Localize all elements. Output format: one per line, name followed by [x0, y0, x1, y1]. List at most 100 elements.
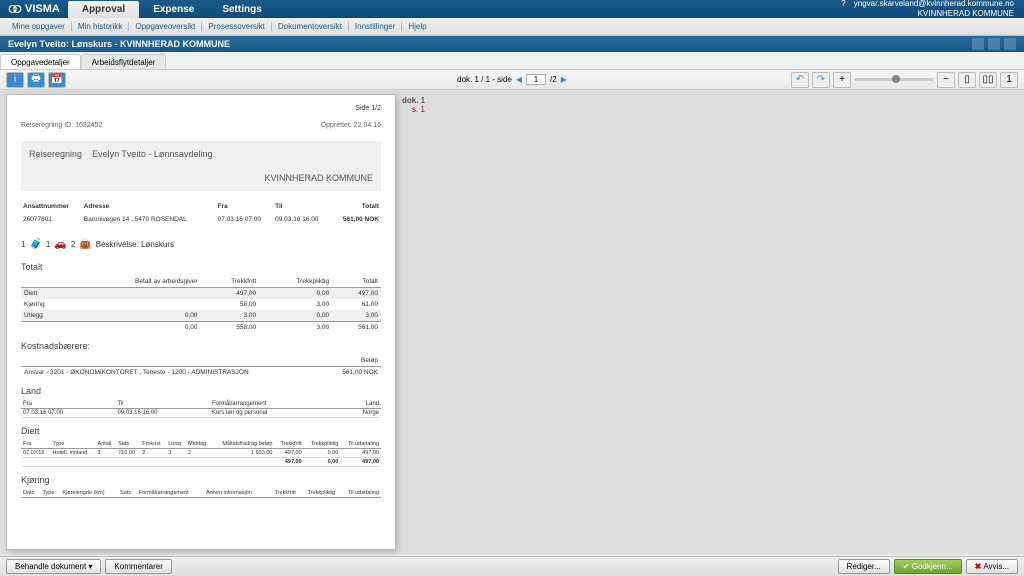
th: Trekkpliktig — [259, 276, 332, 288]
page-title: Evelyn Tveito: Lønskurs - KVINNHERAD KOM… — [8, 39, 230, 49]
avvis-label: Avvis... — [983, 562, 1009, 571]
doc-created: Opprettet: 22.04.16 — [321, 122, 381, 129]
cell: 710,00 — [116, 449, 140, 458]
rediger-button[interactable]: Rediger... — [838, 559, 890, 574]
cell: 07.03.16 07:00 — [21, 409, 115, 418]
th: Trekkpliktig — [304, 440, 341, 449]
th: Dato — [21, 489, 41, 498]
cell: 497,00 — [274, 449, 303, 458]
doc-title-left: Reiseregning — [29, 149, 82, 159]
doc-title-org: KVINNHERAD KOMMUNE — [29, 173, 373, 183]
cell: 09.03.16 16:00 — [115, 409, 209, 418]
minimize-icon[interactable] — [988, 38, 1000, 50]
cell — [71, 299, 200, 310]
cell: Kurs løn og personal — [210, 409, 337, 418]
cell: 3,00 — [201, 310, 260, 322]
zoom-out-button[interactable]: − — [937, 72, 955, 88]
cell: 0,00 — [304, 458, 341, 467]
cell: 497,00 — [340, 458, 381, 467]
document-preview: Side 1/2 Reiseregning ID: 1632452 Oppret… — [6, 94, 396, 550]
view-page-button[interactable]: 1 — [1000, 72, 1018, 88]
side-s: s. 1 — [402, 105, 1018, 114]
tab-oppgavedetaljer[interactable]: Oppgavedetaljer — [0, 54, 81, 69]
view-single-button[interactable]: ▯ — [958, 72, 976, 88]
cell: 58,00 — [201, 299, 260, 310]
view-double-button[interactable]: ▯▯ — [979, 72, 997, 88]
th: Formål/arrangement — [137, 489, 204, 498]
cell: 497,00 — [274, 458, 303, 467]
cell: 3,00 — [332, 310, 381, 322]
th: Betalt av arbeidsgiver — [71, 276, 200, 288]
pager-input[interactable] — [526, 74, 546, 85]
th: Formål/arrangement — [210, 400, 337, 409]
pager-prev[interactable]: ◀ — [516, 75, 522, 84]
th: Måltidsfradrag beløp — [212, 440, 275, 449]
land-title: Land — [21, 386, 381, 396]
behandle-button[interactable]: Behandle dokument ▾ — [6, 559, 101, 574]
cell — [71, 288, 200, 300]
addr-r3: 09.03.16 16:00 — [275, 214, 331, 225]
redo-button[interactable]: ↷ — [812, 72, 830, 88]
avvis-button[interactable]: ✖Avvis... — [966, 559, 1018, 574]
side-dok: dok. 1 — [402, 96, 1018, 105]
kost-title: Kostnadsbærere: — [21, 341, 381, 351]
car-icon: 🚗 — [54, 239, 66, 250]
help-icon[interactable]: ? — [841, 0, 845, 8]
th: Trekkpliktig — [298, 489, 337, 498]
cell: 07.03.16 — [21, 449, 50, 458]
desc-n3: 2 — [71, 240, 75, 249]
zoom-in-button[interactable]: + — [833, 72, 851, 88]
doc-title-name: Evelyn Tveito - Lønnsavdeling — [92, 149, 212, 159]
th: Fra — [21, 440, 50, 449]
kommentarer-button[interactable]: Kommentarer — [105, 559, 171, 574]
print-button[interactable]: 🖶 — [27, 72, 45, 88]
subnav-mine-oppgaver[interactable]: Mine oppgaver — [6, 22, 72, 31]
tab-settings[interactable]: Settings — [208, 1, 275, 18]
th: Middag — [186, 440, 212, 449]
cell: 561,00 — [332, 322, 381, 334]
cell: Norge — [337, 409, 381, 418]
undo-button[interactable]: ↶ — [791, 72, 809, 88]
th: Til utbetaling — [337, 489, 381, 498]
page-num: Side 1/2 — [21, 105, 381, 112]
th: Sats — [118, 489, 137, 498]
info-button[interactable]: i — [6, 72, 24, 88]
subnav-dokumentoversikt[interactable]: Dokumentoversikt — [272, 22, 349, 31]
tab-approval[interactable]: Approval — [68, 1, 139, 18]
cell: 497,00 — [332, 288, 381, 300]
th: Annen informasjon — [204, 489, 266, 498]
th: Trekkfritt — [274, 440, 303, 449]
cell: 3,00 — [259, 299, 332, 310]
cell: 0,00 — [259, 310, 332, 322]
cell: Utlegg — [21, 310, 71, 322]
th: Beløp — [326, 355, 381, 367]
subnav-prosessoversikt[interactable]: Prosessoversikt — [202, 22, 271, 31]
list-icon[interactable] — [972, 38, 984, 50]
subnav-min-historikk[interactable]: Min historikk — [72, 22, 129, 31]
tab-expense[interactable]: Expense — [139, 1, 208, 18]
th: Lunsj — [166, 440, 186, 449]
th: Land — [337, 400, 381, 409]
addr-h2: Fra — [218, 201, 274, 212]
addr-r1: Baronivegen 14 , 5470 ROSENDAL — [84, 214, 216, 225]
addr-r4: 561,00 NOK — [333, 214, 379, 225]
th: Totalt — [332, 276, 381, 288]
calendar-button[interactable]: 📅 — [48, 72, 66, 88]
user-org: KVINNHERAD KOMMUNE — [918, 9, 1014, 18]
th: Fra — [21, 400, 115, 409]
cell: 0,00 — [71, 310, 200, 322]
pager-total: /2 — [550, 75, 557, 84]
tab-arbeidsflytdetaljer[interactable]: Arbeidsflytdetaljer — [81, 54, 167, 69]
desc-n2: 1 — [46, 240, 50, 249]
subnav-hjelp[interactable]: Hjelp — [402, 22, 432, 31]
zoom-slider[interactable] — [854, 78, 934, 81]
subnav-innstillinger[interactable]: Innstillinger — [349, 22, 402, 31]
cell: 558,00 — [201, 322, 260, 334]
subnav-oppgaveoversikt[interactable]: Oppgaveoversikt — [129, 22, 202, 31]
pager-next[interactable]: ▶ — [561, 75, 567, 84]
addr-h4: Totalt — [333, 201, 379, 212]
maximize-icon[interactable] — [1004, 38, 1016, 50]
doc-id: Reiseregning ID: 1632452 — [21, 122, 102, 129]
godkjenn-button[interactable]: Godkjenn... — [894, 559, 962, 574]
cell: Hotell, innland — [50, 449, 95, 458]
